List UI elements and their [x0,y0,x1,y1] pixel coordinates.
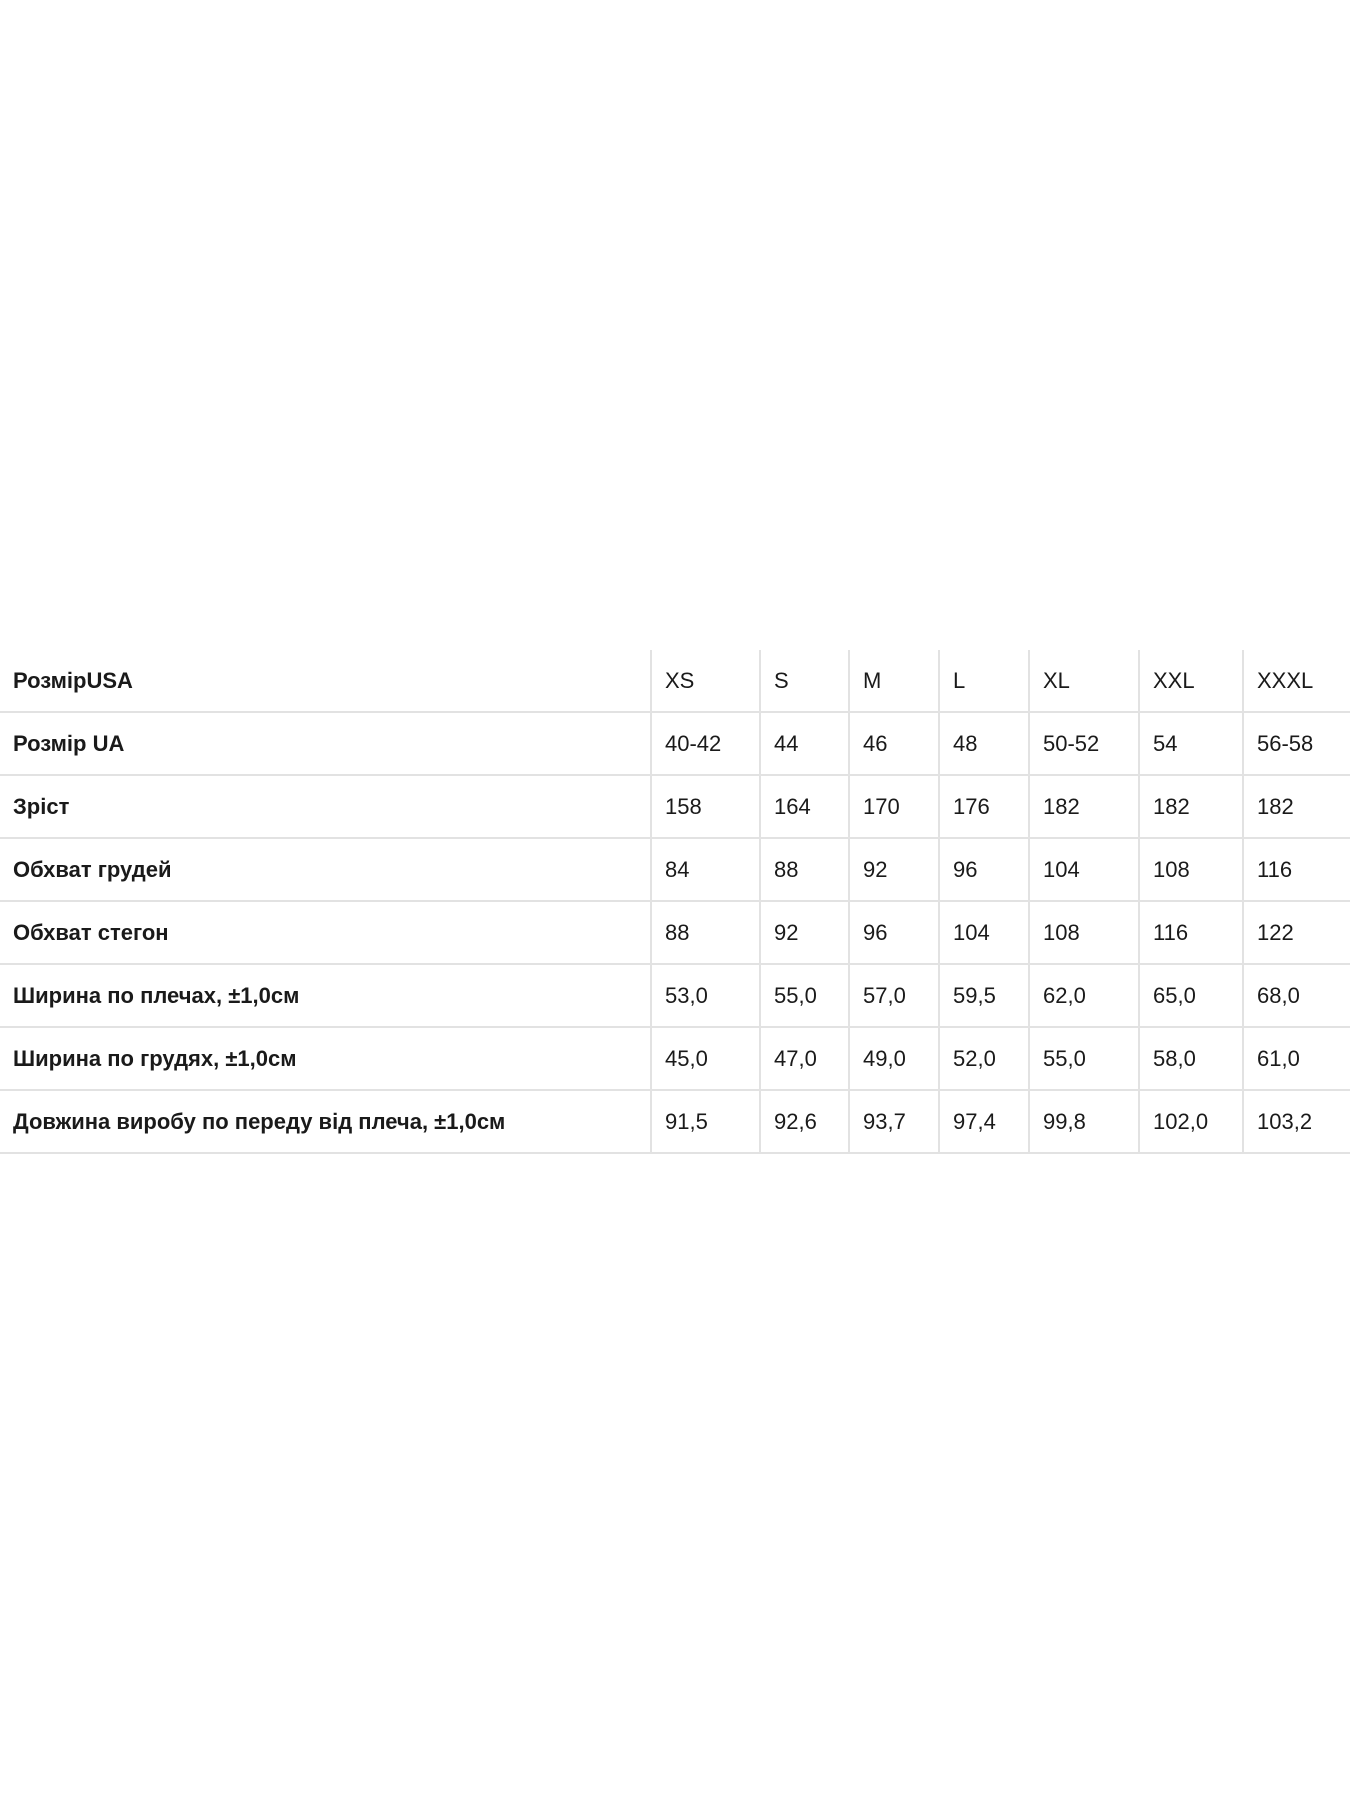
value-cell: 170 [848,775,939,839]
value-cell: 84 [650,838,760,902]
value-cell: 47,0 [759,1027,849,1091]
row-label: Довжина виробу по переду від плеча, ±1,0… [0,1090,651,1154]
value-cell: 122 [1242,901,1350,965]
row-label: Обхват стегон [0,901,651,965]
value-cell: 88 [650,901,760,965]
size-header-cell: XXL [1138,650,1243,713]
value-cell: 49,0 [848,1027,939,1091]
value-cell: 108 [1028,901,1139,965]
value-cell: 116 [1242,838,1350,902]
value-cell: 68,0 [1242,964,1350,1028]
row-label: РозмірUSA [0,650,651,713]
row-label: Розмір UA [0,712,651,776]
table-row: Зріст 158 164 170 176 182 182 182 [0,775,1350,839]
value-cell: 92 [759,901,849,965]
value-cell: 59,5 [938,964,1029,1028]
value-cell: 55,0 [1028,1027,1139,1091]
value-cell: 97,4 [938,1090,1029,1154]
size-header-cell: M [848,650,939,713]
value-cell: 91,5 [650,1090,760,1154]
table-row: Обхват стегон 88 92 96 104 108 116 122 [0,901,1350,965]
row-label: Ширина по плечах, ±1,0см [0,964,651,1028]
value-cell: 102,0 [1138,1090,1243,1154]
value-cell: 164 [759,775,849,839]
table-row: Розмір UA 40-42 44 46 48 50-52 54 56-58 [0,712,1350,776]
value-cell: 93,7 [848,1090,939,1154]
value-cell: 92 [848,838,939,902]
value-cell: 158 [650,775,760,839]
row-label: Зріст [0,775,651,839]
size-chart-table: РозмірUSA XS S M L XL XXL XXXL Розмір UA 40-42 44 4… [0,650,1350,1154]
value-cell: 182 [1028,775,1139,839]
size-header-cell: S [759,650,849,713]
value-cell: 62,0 [1028,964,1139,1028]
header-row: РозмірUSA XS S M L XL XXL XXXL [0,650,1350,713]
size-header-cell: L [938,650,1029,713]
value-cell: 108 [1138,838,1243,902]
value-cell: 96 [938,838,1029,902]
value-cell: 52,0 [938,1027,1029,1091]
value-cell: 46 [848,712,939,776]
value-cell: 92,6 [759,1090,849,1154]
value-cell: 48 [938,712,1029,776]
value-cell: 53,0 [650,964,760,1028]
value-cell: 55,0 [759,964,849,1028]
value-cell: 58,0 [1138,1027,1243,1091]
value-cell: 57,0 [848,964,939,1028]
value-cell: 50-52 [1028,712,1139,776]
value-cell: 182 [1242,775,1350,839]
size-header-cell: XXXL [1242,650,1350,713]
value-cell: 54 [1138,712,1243,776]
value-cell: 104 [1028,838,1139,902]
value-cell: 56-58 [1242,712,1350,776]
value-cell: 88 [759,838,849,902]
value-cell: 104 [938,901,1029,965]
row-label: Обхват грудей [0,838,651,902]
value-cell: 176 [938,775,1029,839]
row-label: Ширина по грудях, ±1,0см [0,1027,651,1091]
table-row: Ширина по грудях, ±1,0см 45,0 47,0 49,0 52,0… [0,1027,1350,1091]
value-cell: 44 [759,712,849,776]
table-row: Ширина по плечах, ±1,0см 53,0 55,0 57,0 59,5… [0,964,1350,1028]
value-cell: 96 [848,901,939,965]
table-row: Довжина виробу по переду від плеча, ±1,0… [0,1090,1350,1154]
value-cell: 103,2 [1242,1090,1350,1154]
table-row: Обхват грудей 84 88 92 96 104 108 116 [0,838,1350,902]
value-cell: 65,0 [1138,964,1243,1028]
value-cell: 182 [1138,775,1243,839]
value-cell: 40-42 [650,712,760,776]
value-cell: 61,0 [1242,1027,1350,1091]
value-cell: 116 [1138,901,1243,965]
value-cell: 45,0 [650,1027,760,1091]
size-header-cell: XL [1028,650,1139,713]
value-cell: 99,8 [1028,1090,1139,1154]
size-header-cell: XS [650,650,760,713]
